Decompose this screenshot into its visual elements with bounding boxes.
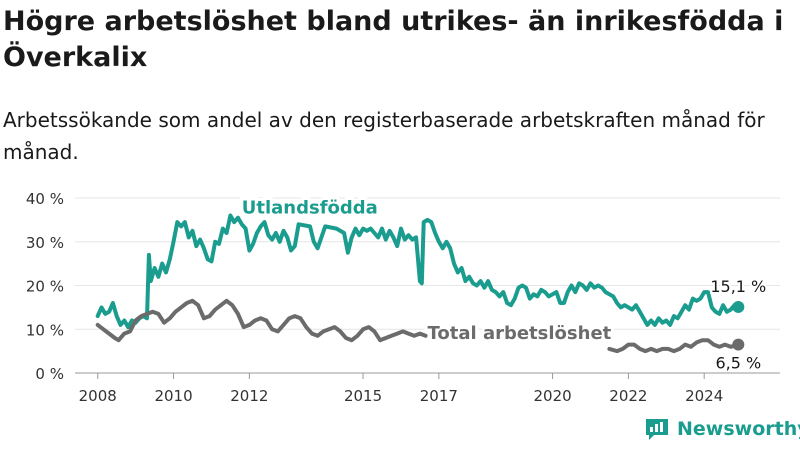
series-end-label: 15,1 % <box>710 277 766 296</box>
brand-name: Newsworthy <box>677 418 800 440</box>
newsworthy-logo-icon <box>646 419 668 440</box>
y-tick-label: 40 % <box>26 190 64 208</box>
series-line-total-recent <box>607 338 741 354</box>
brand-logo: Newsworthy <box>644 417 800 441</box>
series-end-point <box>732 338 745 351</box>
x-tick-label: 2017 <box>420 387 458 405</box>
x-tick-label: 2015 <box>344 387 382 405</box>
y-tick-label: 0 % <box>35 365 64 383</box>
page-subtitle: Arbetssökande som andel av den registerb… <box>3 108 765 164</box>
series-end-label: 6,5 % <box>715 354 761 373</box>
series-end-point <box>732 300 745 313</box>
x-tick-label: 2010 <box>154 387 192 405</box>
series-lines <box>95 213 745 354</box>
x-tick-label: 2012 <box>230 387 268 405</box>
y-axis: 0 % 10 % 20 % 30 % 40 % <box>26 190 64 383</box>
page-title: Högre arbetslöshet bland utrikes- än inr… <box>3 6 784 73</box>
x-tick-label: 2024 <box>685 387 723 405</box>
y-tick-label: 30 % <box>26 234 64 252</box>
y-tick-label: 10 % <box>26 321 64 339</box>
x-tick-label: 2020 <box>533 387 571 405</box>
series-labels: 15,1 % 6,5 % Utlandsfödda Total arbetslöshe… <box>239 194 768 374</box>
grid-lines <box>75 197 780 374</box>
x-axis: 2008 2010 2012 2015 2017 2020 2022 2024 <box>79 373 723 405</box>
series-name-label: Total arbetslöshet <box>428 323 612 344</box>
x-tick-label: 2022 <box>609 387 647 405</box>
x-tick-label: 2008 <box>79 387 117 405</box>
series-line-total <box>95 298 428 343</box>
series-line-utlandsfodda <box>95 213 741 330</box>
y-tick-label: 20 % <box>26 278 64 296</box>
series-name-label: Utlandsfödda <box>242 197 378 218</box>
